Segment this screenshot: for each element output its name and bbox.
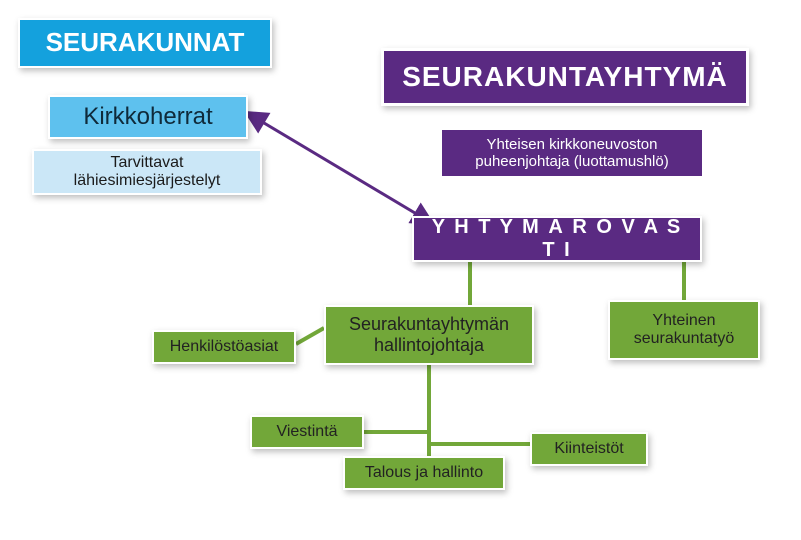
header-seurakunnat: SEURAKUNNAT [18, 18, 272, 68]
label: Talous ja hallinto [365, 464, 483, 482]
label: Yhteinen seurakuntatyö [618, 312, 750, 349]
connector-line [296, 328, 324, 344]
node-hallintojohtaja: Seurakuntayhtymän hallintojohtaja [324, 305, 534, 365]
label: Y H T Y M Ä R O V A S T I [422, 216, 692, 262]
node-talous-hallinto: Talous ja hallinto [343, 456, 505, 490]
label: Viestintä [276, 423, 337, 441]
label: Tarvittavat lähiesimiesjärjestelyt [42, 154, 252, 191]
node-kirkkoherrat: Kirkkoherrat [48, 95, 248, 139]
node-yhtymarovasti: Y H T Y M Ä R O V A S T I [412, 216, 702, 262]
label: Kirkkoherrat [83, 103, 212, 131]
label: Henkilöstöasiat [170, 338, 279, 356]
node-henkilostoasiat: Henkilöstöasiat [152, 330, 296, 364]
node-tarvittavat: Tarvittavat lähiesimiesjärjestelyt [32, 149, 262, 195]
label: SEURAKUNNAT [46, 28, 245, 58]
node-kiinteistot: Kiinteistöt [530, 432, 648, 466]
double-arrow-icon [254, 117, 430, 222]
label: Seurakuntayhtymän hallintojohtaja [334, 314, 524, 355]
header-seurakuntayhtyma: SEURAKUNTAYHTYMÄ [381, 48, 749, 106]
node-yhteinen-seurakuntatyo: Yhteinen seurakuntatyö [608, 300, 760, 360]
label: SEURAKUNTAYHTYMÄ [402, 61, 728, 93]
label: Kiinteistöt [554, 440, 623, 458]
node-ykp: Yhteisen kirkkoneuvoston puheenjohtaja (… [440, 128, 704, 178]
node-viestinta: Viestintä [250, 415, 364, 449]
label: Yhteisen kirkkoneuvoston puheenjohtaja (… [450, 136, 694, 171]
